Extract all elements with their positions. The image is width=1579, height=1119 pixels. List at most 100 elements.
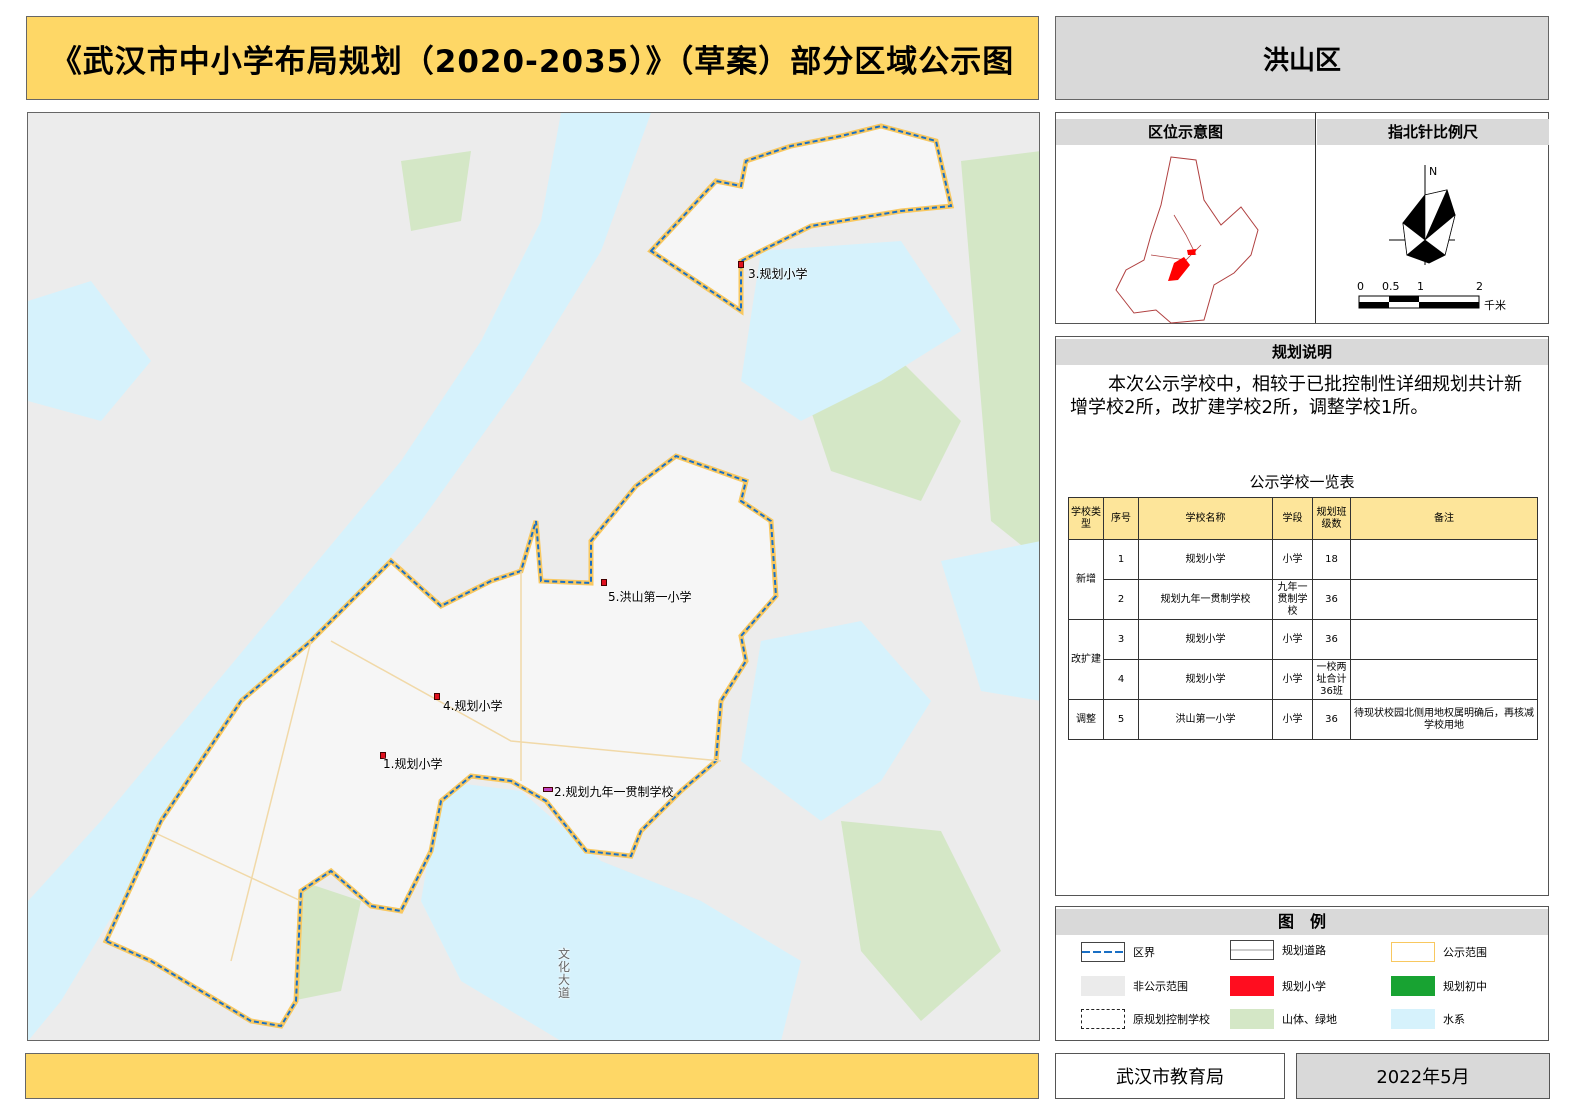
north-arrow-icon: N 0 0.5 1 2 千米	[1357, 165, 1506, 312]
legend-item: 水系	[1391, 1009, 1465, 1029]
greenery-swatch	[1230, 1009, 1274, 1029]
table-cell: 规划小学	[1138, 539, 1273, 580]
legend-item: 规划小学	[1230, 976, 1326, 996]
school-label: 2.规划九年一贯制学校	[554, 785, 674, 799]
table-row: 改扩建 3 规划小学 小学 36	[1068, 619, 1538, 700]
legend-item: 非公示范围	[1081, 976, 1188, 996]
table-cell: 小学	[1272, 659, 1313, 700]
road-swatch	[1230, 940, 1274, 960]
original-school-swatch	[1081, 1009, 1125, 1029]
school-marker[interactable]	[601, 579, 607, 586]
svg-text:千米: 千米	[1484, 299, 1506, 312]
table-cell: 2	[1103, 579, 1139, 620]
svg-text:2: 2	[1476, 280, 1483, 293]
district-boundary	[104, 124, 953, 1028]
school-label: 1.规划小学	[383, 757, 443, 771]
legend-item: 规划道路	[1230, 940, 1326, 960]
table-cell	[1350, 579, 1538, 620]
table-row: 新增 1 规划小学 小学 18	[1068, 539, 1538, 620]
roads	[150, 571, 722, 962]
location-map-title: 区位示意图	[1056, 119, 1315, 145]
table-title: 公示学校一览表	[1249, 473, 1355, 491]
north-scale-title: 指北针比例尺	[1317, 119, 1549, 145]
table-header: 学校类型 序号 学校名称 学段 规划班级数 备注	[1068, 497, 1538, 540]
legend-title: 图 例	[1056, 909, 1548, 935]
svg-text:0: 0	[1357, 280, 1364, 293]
greenery	[291, 151, 1039, 1021]
legend: 图 例 区界 规划道路 公示范围 非公示范围 规划小学 规划初中 原规划控制学校…	[1055, 906, 1549, 1041]
table-cell: 小学	[1272, 619, 1313, 660]
table-cell: 18	[1312, 539, 1351, 580]
description-title: 规划说明	[1056, 339, 1548, 365]
issue-date: 2022年5月	[1296, 1053, 1550, 1099]
table-cell: 洪山第一小学	[1138, 699, 1273, 740]
school-marker[interactable]	[434, 693, 440, 700]
water-swatch	[1391, 1009, 1435, 1029]
school-marker[interactable]	[738, 261, 744, 268]
legend-item: 区界	[1081, 942, 1155, 962]
table-cell: 改扩建	[1068, 619, 1104, 700]
table-cell: 1	[1103, 539, 1139, 580]
school-table: 学校类型 序号 学校名称 学段 规划班级数 备注 新增 1 规划小学 小学 18 2 规划…	[1068, 497, 1538, 740]
north-scale: 指北针比例尺 N 0 0.5 1 2 千米	[1317, 113, 1549, 323]
school-label: 5.洪山第一小学	[608, 590, 692, 604]
lake	[741, 621, 931, 821]
svg-text:0.5: 0.5	[1382, 280, 1400, 293]
table-cell: 36	[1312, 699, 1351, 740]
public-area-swatch	[1391, 942, 1435, 962]
table-row: 2 规划九年一贯制学校 九年一贯制学校 36	[1069, 579, 1538, 620]
north-label: N	[1429, 165, 1437, 178]
table-cell: 3	[1103, 619, 1139, 660]
location-map: 区位示意图	[1056, 113, 1316, 324]
lake	[741, 241, 961, 421]
school-marker[interactable]	[543, 787, 553, 792]
table-cell: 36	[1312, 619, 1351, 660]
legend-item: 原规划控制学校	[1081, 1009, 1210, 1029]
table-cell: 5	[1103, 699, 1139, 740]
wuhan-outline	[1115, 156, 1259, 324]
legend-item: 山体、绿地	[1230, 1009, 1337, 1029]
table-cell: 新增	[1068, 539, 1104, 620]
table-cell: 规划小学	[1138, 659, 1273, 700]
table-cell: 规划九年一贯制学校	[1138, 579, 1273, 620]
issuer: 武汉市教育局	[1055, 1053, 1285, 1099]
location-compass-panel: 区位示意图 指北针比例尺 N 0 0.5 1 2 千米	[1055, 112, 1549, 324]
map-canvas	[28, 113, 1039, 1040]
table-cell: 小学	[1272, 699, 1313, 740]
table-cell: 九年一贯制学校	[1272, 579, 1313, 620]
lake	[421, 781, 801, 1040]
table-cell: 一校两址合计36班	[1312, 659, 1351, 700]
school-marker[interactable]	[380, 752, 386, 759]
primary-swatch	[1230, 976, 1274, 996]
map-view[interactable]: 文化大道 1.规划小学 2.规划九年一贯制学校 3.规划小学 4.规划小学 5.…	[27, 112, 1040, 1041]
table-row: 调整 5 洪山第一小学 小学 36 待现状校园北侧用地权属明确后，再核减学校用地	[1068, 699, 1538, 740]
scale-bar	[1358, 295, 1480, 309]
table-cell: 调整	[1068, 699, 1104, 740]
page-title: 《武汉市中小学布局规划（2020-2035）》（草案）部分区域公示图	[26, 16, 1039, 100]
lake	[28, 281, 151, 421]
junior-swatch	[1391, 976, 1435, 996]
table-cell: 小学	[1272, 539, 1313, 580]
legend-item: 公示范围	[1391, 942, 1487, 962]
lake	[941, 541, 1039, 701]
district-highlight	[1168, 249, 1196, 281]
table-cell: 待现状校园北侧用地权属明确后，再核减学校用地	[1350, 699, 1538, 740]
table-cell	[1350, 539, 1538, 580]
table-cell	[1350, 659, 1538, 700]
school-label: 3.规划小学	[748, 267, 808, 281]
table-cell: 规划小学	[1138, 619, 1273, 660]
non-public-swatch	[1081, 976, 1125, 996]
school-label: 4.规划小学	[443, 699, 503, 713]
table-cell: 4	[1103, 659, 1139, 700]
district-name: 洪山区	[1055, 16, 1549, 100]
legend-item: 规划初中	[1391, 976, 1487, 996]
description-text: 本次公示学校中，相较于已批控制性详细规划共计新增学校2所，改扩建学校2所，调整学…	[1070, 374, 1522, 418]
table-row: 4 规划小学 小学 一校两址合计36班	[1069, 659, 1538, 700]
table-cell	[1350, 619, 1538, 660]
table-cell: 36	[1312, 579, 1351, 620]
svg-text:1: 1	[1417, 280, 1424, 293]
planning-description: 规划说明 本次公示学校中，相较于已批控制性详细规划共计新增学校2所，改扩建学校2…	[1055, 336, 1549, 896]
boundary-swatch	[1081, 942, 1125, 962]
footer-bar	[25, 1053, 1039, 1099]
road-label: 文化大道	[558, 947, 571, 1000]
